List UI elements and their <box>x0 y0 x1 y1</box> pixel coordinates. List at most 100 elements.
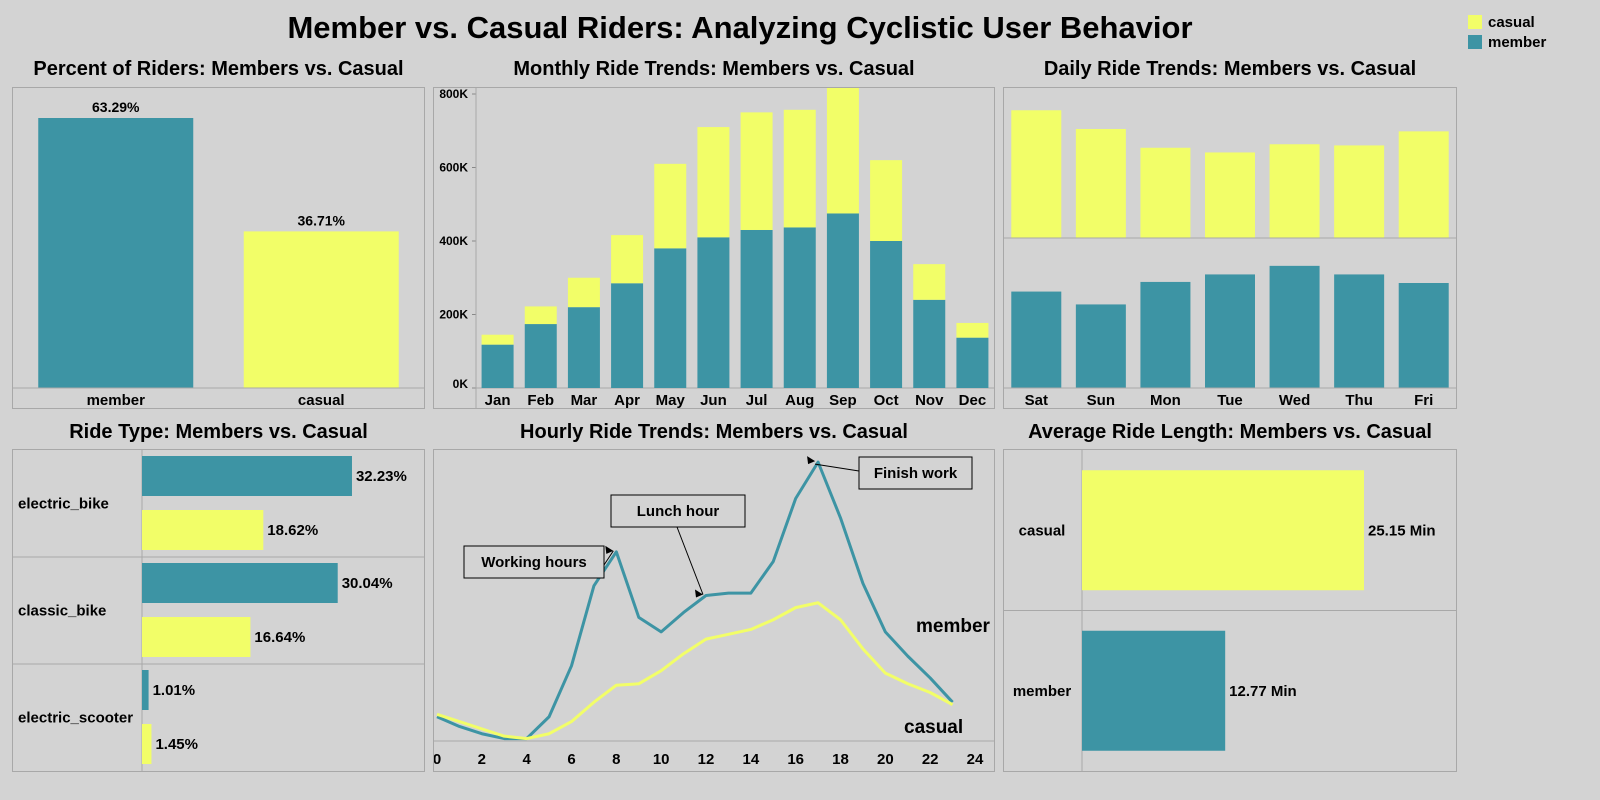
bar-casual-sat <box>1011 110 1062 238</box>
y-tick-label-1: 200K <box>439 308 468 322</box>
y-tick-label-electric-scooter: electric_scooter <box>18 710 133 727</box>
annotation-arrowhead-working-hours <box>605 545 614 554</box>
data-label-casual-electric-scooter: 1.45% <box>155 736 198 753</box>
hourly-chart-panel: 0 2 4 6 8 10 12 14 16 18 20 22 24 member casual Working… <box>433 449 995 772</box>
x-tick-label-thu: Thu <box>1345 392 1373 408</box>
hourly-chart: 0 2 4 6 8 10 12 14 16 18 20 22 24membercasualWorking… <box>433 456 994 768</box>
legend-label-casual: casual <box>1488 13 1535 31</box>
bar-member-sun <box>1075 304 1126 388</box>
x-tick-label-oct: Oct <box>874 392 899 408</box>
data-label-member: 12.77 Min <box>1229 683 1297 700</box>
bar-member-feb <box>524 324 557 388</box>
bar-member-apr <box>611 283 644 388</box>
x-tick-label-casual: casual <box>298 392 345 408</box>
ridetype-chart: electric_bike 32.23% 18.62% classic_bike 30.… <box>13 450 424 771</box>
bar-casual-mar <box>567 277 600 308</box>
bar-casual-jun <box>697 127 730 238</box>
bar-member-classic-bike <box>142 563 338 603</box>
bar-casual-classic-bike <box>142 617 251 657</box>
line-casual <box>436 601 954 741</box>
bar-casual-thu <box>1334 145 1385 238</box>
data-label-casual: 36.71% <box>298 212 346 228</box>
bar-casual-nov <box>913 264 946 300</box>
percent-chart-title: Percent of Riders: Members vs. Casual <box>33 58 404 80</box>
daily-chart-title: Daily Ride Trends: Members vs. Casual <box>1043 58 1417 80</box>
x-tick-label-24: 24 <box>967 751 984 768</box>
bar-casual-aug <box>783 109 816 228</box>
x-tick-label-jun: Jun <box>700 392 727 408</box>
x-tick-label-4: 4 <box>522 751 531 768</box>
bar-casual-jan <box>481 334 514 345</box>
x-tick-label-nov: Nov <box>915 392 944 408</box>
annotation-text-working-hours: Working hours <box>481 554 587 571</box>
legend-swatch-member <box>1468 35 1482 49</box>
monthly-chart-panel: 0K 200K 400K 600K 800K Jan Feb Mar Apr May Jun Jul A… <box>433 86 995 409</box>
data-label-casual: 25.15 Min <box>1368 522 1436 539</box>
annotation-text-finish-work: Finish work <box>874 465 958 482</box>
data-label-member: 63.29% <box>92 99 140 115</box>
bar-member-thu <box>1334 274 1385 388</box>
bar-casual-feb <box>524 306 557 325</box>
x-tick-label-22: 22 <box>922 751 939 768</box>
bar-casual <box>1082 470 1364 591</box>
x-tick-label-6: 6 <box>567 751 575 768</box>
x-tick-label-14: 14 <box>742 751 759 768</box>
x-tick-label-wed: Wed <box>1279 392 1310 408</box>
series-label-member: member <box>916 616 991 637</box>
x-tick-label-12: 12 <box>698 751 715 768</box>
x-tick-label-mon: Mon <box>1150 392 1181 408</box>
length-chart-title: Average Ride Length: Members vs. Casual <box>1028 421 1432 443</box>
legend-item-member[interactable]: member <box>1468 32 1546 52</box>
x-tick-label-fri: Fri <box>1414 392 1433 408</box>
x-tick-label-2: 2 <box>478 751 486 768</box>
bar-casual-fri <box>1398 131 1449 238</box>
x-tick-label-20: 20 <box>877 751 894 768</box>
daily-chart-panel: Sat Sun Mon Tue Wed Thu Fri <box>1003 87 1457 409</box>
y-tick-label-2: 400K <box>439 234 468 248</box>
data-label-member-classic-bike: 30.04% <box>342 575 393 592</box>
bar-casual-jul <box>740 112 773 230</box>
bar-member-electric-scooter <box>142 670 149 710</box>
bar-member-fri <box>1398 283 1449 388</box>
x-tick-label-dec: Dec <box>959 392 987 408</box>
bar-member <box>38 118 194 388</box>
x-tick-label-apr: Apr <box>614 392 640 408</box>
bar-casual-dec <box>956 322 989 338</box>
bar-member-mon <box>1140 281 1191 388</box>
x-tick-label-16: 16 <box>787 751 804 768</box>
percent-chart: 63.29% member 36.71% casual <box>13 99 424 409</box>
data-label-member-electric-bike: 32.23% <box>356 468 407 485</box>
x-tick-label-sep: Sep <box>829 392 857 408</box>
legend-item-casual[interactable]: casual <box>1468 12 1546 32</box>
y-tick-label-3: 600K <box>439 161 468 175</box>
length-chart-panel: casual 25.15 Min member 12.77 Min <box>1003 449 1457 772</box>
x-tick-label-jan: Jan <box>485 392 511 408</box>
ridetype-chart-panel: electric_bike 32.23% 18.62% classic_bike 30.… <box>12 449 425 772</box>
monthly-chart: 0K 200K 400K 600K 800K Jan Feb Mar Apr May Jun Jul A… <box>439 86 994 409</box>
annotation-box-lunch-hour <box>610 494 746 528</box>
y-tick-label-member: member <box>1013 683 1072 700</box>
bar-member-electric-bike <box>142 456 352 496</box>
x-tick-label-10: 10 <box>653 751 670 768</box>
bar-casual-apr <box>611 235 644 284</box>
data-label-casual-electric-bike: 18.62% <box>267 522 318 539</box>
bar-member-dec <box>956 337 989 388</box>
y-tick-label-electric-bike: electric_bike <box>18 496 109 513</box>
bar-member-mar <box>567 307 600 388</box>
legend: casual member <box>1468 12 1546 52</box>
series-label-casual: casual <box>904 717 963 738</box>
annotation-box-finish-work <box>858 456 973 490</box>
y-tick-label-4: 800K <box>439 88 468 101</box>
bar-member-sat <box>1011 291 1062 388</box>
data-label-member-electric-scooter: 1.01% <box>153 682 196 699</box>
bar-member-aug <box>783 227 816 388</box>
annotation-arrowhead-lunch-hour <box>695 589 703 598</box>
dashboard-title: Member vs. Casual Riders: Analyzing Cycl… <box>287 10 1193 45</box>
bar-casual-sep <box>826 86 859 214</box>
bar-casual <box>243 231 399 388</box>
bar-member-oct <box>870 241 903 388</box>
x-tick-label-may: May <box>656 392 686 408</box>
x-tick-label-tue: Tue <box>1217 392 1243 408</box>
y-tick-label-classic-bike: classic_bike <box>18 603 106 620</box>
bar-member-wed <box>1269 265 1320 388</box>
